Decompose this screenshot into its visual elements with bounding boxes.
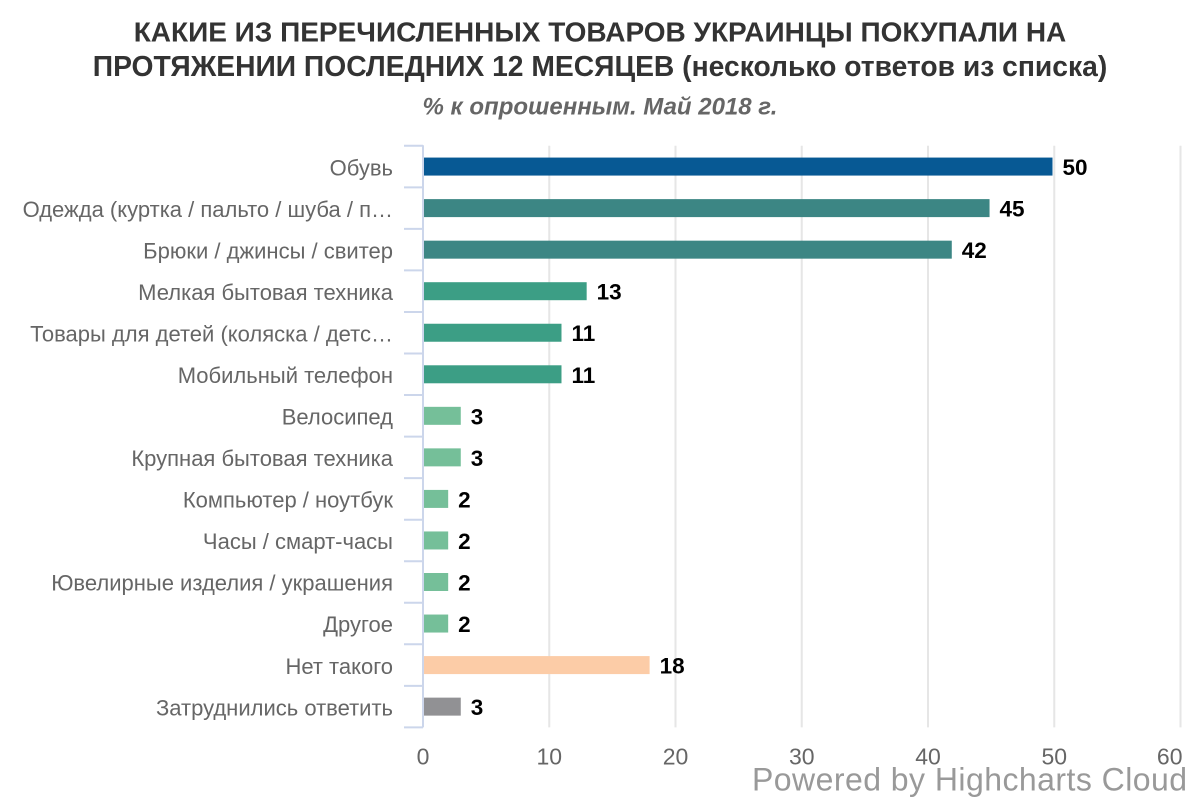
svg-text:Powered by Highcharts Cloud: Powered by Highcharts Cloud: [752, 762, 1187, 798]
svg-text:11: 11: [571, 321, 595, 346]
svg-text:Велосипед: Велосипед: [282, 405, 393, 430]
svg-text:2: 2: [458, 487, 471, 512]
svg-text:Другое: Другое: [323, 612, 393, 637]
svg-text:20: 20: [663, 743, 689, 769]
svg-text:50: 50: [1063, 155, 1088, 180]
svg-text:2: 2: [458, 529, 471, 554]
svg-text:40: 40: [915, 743, 941, 769]
svg-text:Товары для детей (коляска / де: Товары для детей (коляска / детс…: [30, 321, 393, 346]
svg-text:Обувь: Обувь: [330, 155, 393, 180]
svg-text:Мобильный телефон: Мобильный телефон: [178, 363, 393, 388]
svg-text:Ювелирные изделия / украшения: Ювелирные изделия / украшения: [51, 571, 393, 596]
svg-text:13: 13: [597, 280, 622, 305]
svg-text:3: 3: [471, 404, 484, 429]
svg-text:2: 2: [458, 612, 471, 637]
svg-text:КАКИЕ ИЗ ПЕРЕЧИСЛЕННЫХ ТОВАРОВ: КАКИЕ ИЗ ПЕРЕЧИСЛЕННЫХ ТОВАРОВ УКРАИНЦЫ …: [134, 16, 1067, 47]
svg-text:10: 10: [536, 743, 562, 769]
svg-text:Компьютер / ноутбук: Компьютер / ноутбук: [183, 488, 394, 513]
svg-text:18: 18: [660, 654, 685, 679]
svg-text:Часы / смарт-часы: Часы / смарт-часы: [203, 529, 393, 554]
svg-text:60: 60: [1157, 743, 1183, 769]
svg-text:3: 3: [471, 695, 484, 720]
svg-text:% к опрошенным. Май 2018 г.: % к опрошенным. Май 2018 г.: [423, 94, 778, 121]
svg-text:3: 3: [471, 446, 484, 471]
svg-text:2: 2: [458, 571, 471, 596]
svg-text:Брюки / джинсы / свитер: Брюки / джинсы / свитер: [143, 238, 393, 263]
svg-text:0: 0: [417, 743, 430, 769]
svg-text:45: 45: [1000, 197, 1025, 222]
svg-text:Нет такого: Нет такого: [285, 654, 393, 679]
svg-text:30: 30: [789, 743, 815, 769]
svg-text:Мелкая бытовая техника: Мелкая бытовая техника: [138, 280, 394, 305]
svg-text:42: 42: [962, 238, 987, 263]
svg-text:11: 11: [571, 363, 595, 388]
svg-text:Затруднились ответить: Затруднились ответить: [156, 695, 393, 720]
svg-text:Одежда (куртка / пальто / шуба: Одежда (куртка / пальто / шуба / п…: [23, 197, 393, 222]
svg-text:50: 50: [1041, 743, 1067, 769]
svg-text:Крупная бытовая техника: Крупная бытовая техника: [131, 446, 393, 471]
svg-text:ПРОТЯЖЕНИИ ПОСЛЕДНИХ 12 МЕСЯЦЕ: ПРОТЯЖЕНИИ ПОСЛЕДНИХ 12 МЕСЯЦЕВ (несколь…: [93, 50, 1107, 82]
